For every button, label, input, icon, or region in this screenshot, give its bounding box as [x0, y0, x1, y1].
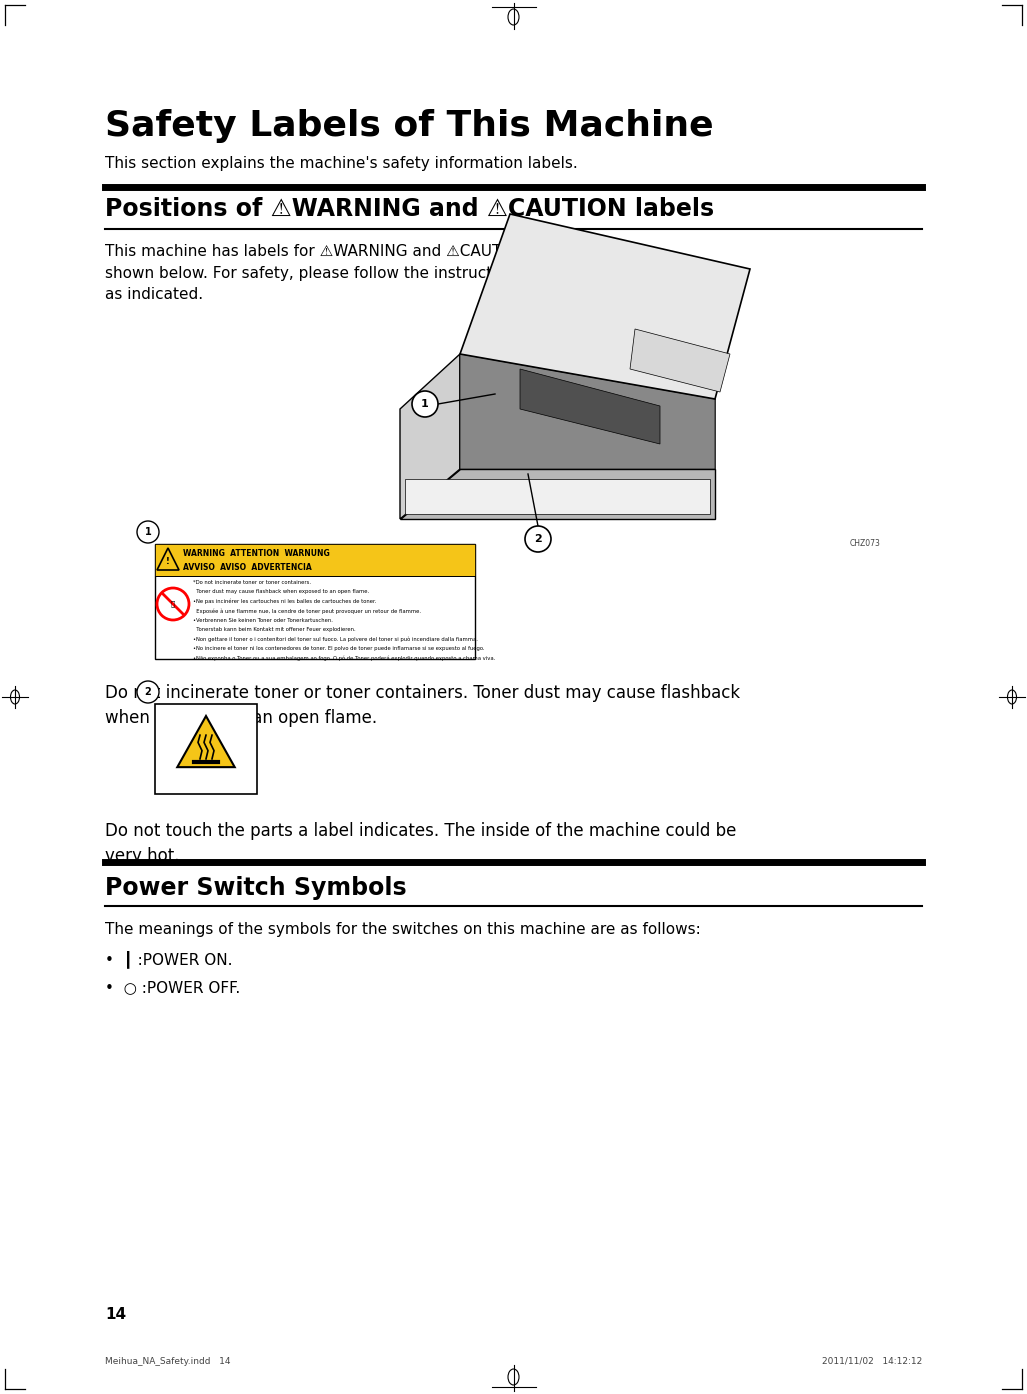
Polygon shape: [520, 369, 660, 445]
FancyBboxPatch shape: [155, 544, 476, 576]
Circle shape: [412, 390, 438, 417]
Text: Do not touch the parts a label indicates. The inside of the machine could be
ver: Do not touch the parts a label indicates…: [105, 822, 736, 866]
Text: •  ○ :POWER OFF.: • ○ :POWER OFF.: [105, 980, 240, 995]
Text: AVVISO  AVISO  ADVERTENCIA: AVVISO AVISO ADVERTENCIA: [183, 563, 312, 573]
Text: Meihua_NA_Safety.indd   14: Meihua_NA_Safety.indd 14: [105, 1356, 230, 1366]
Polygon shape: [400, 468, 715, 519]
Text: 2: 2: [534, 534, 542, 544]
Text: •Não exponha o Toner ou a sua embalagem ao fogo. O pó de Toner poderá explodir q: •Não exponha o Toner ou a sua embalagem …: [193, 655, 495, 661]
Polygon shape: [405, 480, 710, 514]
Text: •  ┃ :POWER ON.: • ┃ :POWER ON.: [105, 949, 232, 967]
Text: *Do not incinerate toner or toner containers.: *Do not incinerate toner or toner contai…: [193, 580, 311, 585]
Text: •Non gettare il toner o i contenitori del toner sul fuoco. La polvere del toner : •Non gettare il toner o i contenitori de…: [193, 637, 478, 641]
Polygon shape: [157, 548, 179, 570]
Text: •No incinere el toner ni los contenedores de toner. El polvo de toner puede infl: •No incinere el toner ni los contenedore…: [193, 645, 485, 651]
Polygon shape: [460, 354, 715, 468]
FancyBboxPatch shape: [155, 704, 257, 795]
FancyBboxPatch shape: [155, 544, 476, 659]
Text: •Ne pas incinérer les cartouches ni les balles de cartouches de toner.: •Ne pas incinérer les cartouches ni les …: [193, 599, 376, 605]
Text: Tonerstab kann beim Kontakt mit offener Feuer explodieren.: Tonerstab kann beim Kontakt mit offener …: [193, 627, 355, 631]
Text: Safety Labels of This Machine: Safety Labels of This Machine: [105, 109, 714, 144]
Polygon shape: [460, 354, 715, 468]
Circle shape: [137, 521, 159, 544]
Text: 🔥: 🔥: [170, 601, 176, 608]
Text: 2011/11/02   14:12:12: 2011/11/02 14:12:12: [822, 1356, 922, 1366]
Text: 2: 2: [145, 687, 151, 697]
Text: Positions of ⚠WARNING and ⚠CAUTION labels: Positions of ⚠WARNING and ⚠CAUTION label…: [105, 197, 714, 222]
Text: 14: 14: [105, 1308, 126, 1322]
Polygon shape: [460, 215, 750, 399]
Text: •Verbrennen Sie keinen Toner oder Tonerkartuschen.: •Verbrennen Sie keinen Toner oder Tonerk…: [193, 618, 333, 623]
Text: Do not incinerate toner or toner containers. Toner dust may cause flashback
when: Do not incinerate toner or toner contain…: [105, 684, 740, 728]
Polygon shape: [178, 717, 235, 767]
Text: Toner dust may cause flashback when exposed to an open flame.: Toner dust may cause flashback when expo…: [193, 590, 369, 594]
Text: WARNING  ATTENTION  WARNUNG: WARNING ATTENTION WARNUNG: [183, 549, 330, 559]
Text: This section explains the machine's safety information labels.: This section explains the machine's safe…: [105, 156, 578, 171]
Circle shape: [137, 682, 159, 703]
Text: This machine has labels for ⚠WARNING and ⚠CAUTION at the positions
shown below. : This machine has labels for ⚠WARNING and…: [105, 244, 715, 302]
Text: Exposée à une flamme nue, la cendre de toner peut provoquer un retour de flamme.: Exposée à une flamme nue, la cendre de t…: [193, 608, 421, 613]
Text: The meanings of the symbols for the switches on this machine are as follows:: The meanings of the symbols for the swit…: [105, 921, 700, 937]
Text: Power Switch Symbols: Power Switch Symbols: [105, 875, 407, 901]
Text: !: !: [166, 556, 169, 566]
Text: CHZ073: CHZ073: [850, 539, 881, 548]
Polygon shape: [400, 354, 460, 519]
Circle shape: [157, 588, 189, 620]
Polygon shape: [630, 329, 730, 392]
Circle shape: [525, 526, 551, 552]
Text: 1: 1: [421, 399, 429, 408]
Text: 1: 1: [145, 527, 151, 537]
